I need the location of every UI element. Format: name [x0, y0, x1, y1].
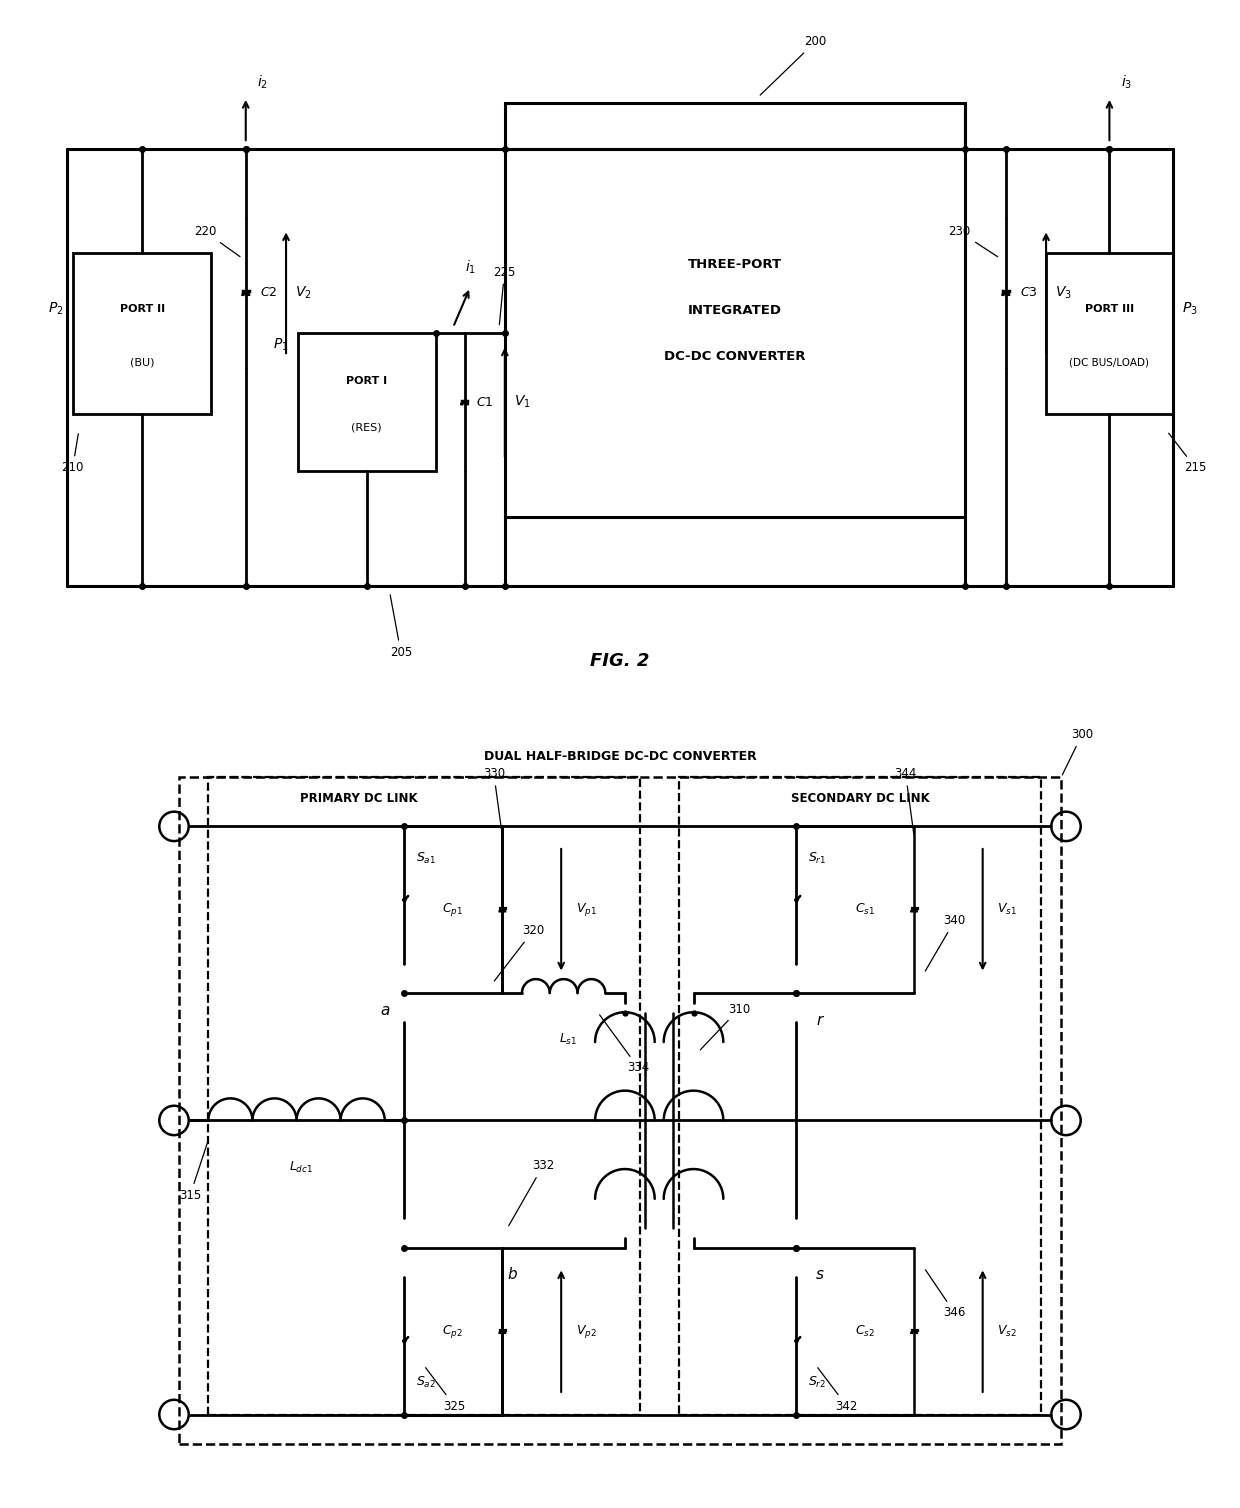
Text: DC-DC CONVERTER: DC-DC CONVERTER [665, 350, 806, 362]
Text: 340: 340 [925, 914, 966, 971]
Text: $i_1$: $i_1$ [465, 258, 476, 276]
Text: 215: 215 [1168, 433, 1207, 475]
Text: $V_{p1}$: $V_{p1}$ [575, 902, 596, 918]
Text: (RES): (RES) [351, 422, 382, 433]
Text: FIG. 2: FIG. 2 [590, 653, 650, 671]
Text: $C_{p1}$: $C_{p1}$ [443, 902, 464, 918]
Text: SECONDARY DC LINK: SECONDARY DC LINK [791, 792, 930, 805]
Text: PORT I: PORT I [346, 377, 387, 386]
Text: $V_{s1}$: $V_{s1}$ [997, 902, 1017, 917]
Bar [1047, 252, 1173, 413]
Text: s: s [816, 1267, 825, 1282]
Text: 342: 342 [817, 1368, 858, 1413]
Text: 220: 220 [193, 225, 241, 256]
Text: 315: 315 [179, 1143, 207, 1202]
Text: $i_2$: $i_2$ [257, 74, 268, 92]
Text: $C_{s1}$: $C_{s1}$ [854, 902, 875, 917]
Text: $V_3$: $V_3$ [1055, 285, 1073, 302]
Bar [208, 778, 640, 1415]
Text: $S_{r2}$: $S_{r2}$ [808, 1375, 826, 1390]
Text: 205: 205 [389, 596, 412, 659]
Text: $P_2$: $P_2$ [48, 300, 63, 317]
Text: $C3$: $C3$ [1019, 287, 1037, 299]
Text: $L_{s1}$: $L_{s1}$ [559, 1033, 578, 1048]
Bar [678, 778, 1042, 1415]
Bar [298, 333, 435, 472]
Text: $V_2$: $V_2$ [295, 285, 312, 302]
Bar [73, 252, 211, 413]
Text: a: a [381, 1003, 389, 1018]
Text: $P_1$: $P_1$ [273, 336, 289, 353]
Text: $P_3$: $P_3$ [1182, 300, 1198, 317]
Text: (BU): (BU) [130, 357, 154, 366]
Text: DUAL HALF-BRIDGE DC-DC CONVERTER: DUAL HALF-BRIDGE DC-DC CONVERTER [484, 749, 756, 763]
Text: b: b [507, 1267, 517, 1282]
Bar [505, 103, 966, 517]
Text: 325: 325 [425, 1368, 466, 1413]
Text: 330: 330 [482, 768, 505, 834]
Text: $S_{r1}$: $S_{r1}$ [808, 851, 827, 866]
Text: PRIMARY DC LINK: PRIMARY DC LINK [300, 792, 418, 805]
Text: 332: 332 [508, 1160, 554, 1226]
Text: r: r [816, 1013, 822, 1027]
Text: $C2$: $C2$ [259, 287, 277, 299]
Text: INTEGRATED: INTEGRATED [688, 303, 782, 317]
Text: $L_{dc1}$: $L_{dc1}$ [289, 1160, 314, 1175]
Text: $i_3$: $i_3$ [1121, 74, 1132, 92]
Text: (DC BUS/LOAD): (DC BUS/LOAD) [1069, 357, 1149, 366]
Text: 346: 346 [925, 1270, 966, 1320]
Text: 320: 320 [495, 924, 544, 982]
Text: $V_{s2}$: $V_{s2}$ [997, 1324, 1017, 1339]
Text: $S_{a2}$: $S_{a2}$ [417, 1375, 436, 1390]
Text: 230: 230 [949, 225, 998, 256]
Text: 225: 225 [494, 265, 516, 324]
Text: $C1$: $C1$ [476, 395, 494, 409]
Text: $C_{s2}$: $C_{s2}$ [854, 1324, 875, 1339]
Text: $V_1$: $V_1$ [515, 394, 531, 410]
Text: 344: 344 [894, 768, 916, 834]
Text: 300: 300 [1063, 728, 1092, 775]
Bar [179, 778, 1061, 1445]
Text: 334: 334 [600, 1015, 650, 1074]
Text: $S_{a1}$: $S_{a1}$ [417, 851, 436, 866]
Text: THREE-PORT: THREE-PORT [688, 258, 782, 270]
Text: 200: 200 [760, 35, 827, 95]
Text: PORT III: PORT III [1085, 305, 1133, 314]
Text: 310: 310 [701, 1003, 750, 1050]
Text: $C_{p2}$: $C_{p2}$ [443, 1323, 464, 1339]
Text: PORT II: PORT II [119, 305, 165, 314]
Text: 210: 210 [62, 434, 84, 475]
Text: $V_{p2}$: $V_{p2}$ [575, 1323, 596, 1339]
